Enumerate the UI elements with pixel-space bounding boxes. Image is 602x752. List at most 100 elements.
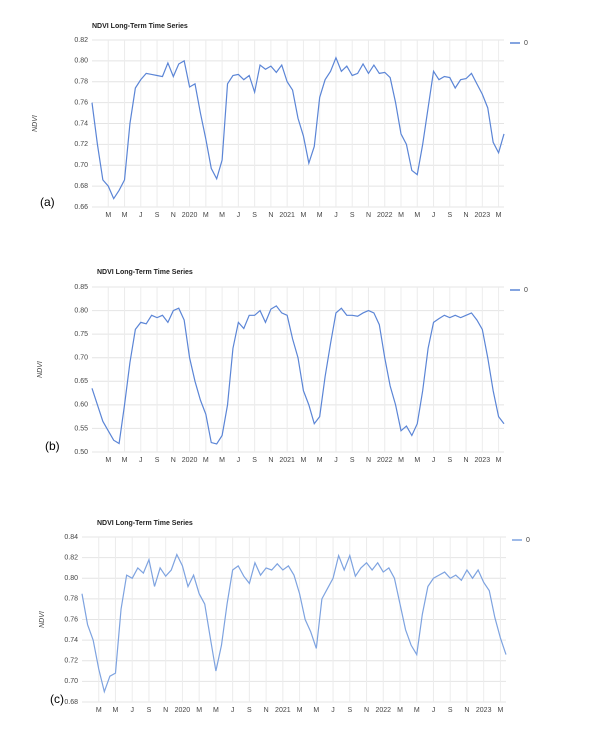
y-tick-label: 0.68 [74, 183, 88, 190]
x-tick-label: M [497, 707, 503, 714]
y-tick-label: 0.78 [74, 79, 88, 86]
x-tick-label: 2023 [476, 707, 492, 714]
x-tick-label: 2022 [377, 212, 393, 219]
x-tick-label: 2023 [475, 457, 491, 464]
x-tick-label: M [300, 457, 306, 464]
x-tick-label: M [219, 212, 225, 219]
x-tick-label: 2020 [182, 212, 198, 219]
x-tick-label: J [334, 212, 338, 219]
y-axis-label: NDVI [32, 115, 39, 132]
x-tick-label: M [496, 212, 502, 219]
y-tick-label: 0.50 [74, 449, 88, 456]
x-tick-label: M [414, 212, 420, 219]
x-tick-label: S [252, 457, 257, 464]
chart-title: NDVI Long-Term Time Series [97, 269, 193, 276]
y-axis-label: NDVI [39, 611, 46, 628]
x-tick-label: M [398, 212, 404, 219]
x-tick-label: S [447, 457, 452, 464]
x-tick-label: 2022 [377, 457, 393, 464]
x-tick-label: M [203, 212, 209, 219]
x-tick-label: 2022 [375, 707, 391, 714]
panel-label: (a) [40, 195, 55, 209]
x-tick-label: M [219, 457, 225, 464]
y-tick-label: 0.76 [64, 616, 78, 623]
x-tick-label: N [464, 212, 469, 219]
x-tick-label: M [496, 457, 502, 464]
x-tick-label: S [155, 212, 160, 219]
panel-label: (c) [50, 692, 64, 706]
y-tick-label: 0.75 [74, 331, 88, 338]
x-tick-label: S [448, 707, 453, 714]
x-tick-label: J [331, 707, 335, 714]
y-tick-label: 0.80 [74, 58, 88, 65]
y-tick-label: 0.72 [64, 658, 78, 665]
series-line [91, 56, 505, 200]
x-tick-label: 2021 [279, 212, 295, 219]
y-tick-label: 0.66 [74, 204, 88, 211]
y-tick-label: 0.74 [64, 637, 78, 644]
y-tick-label: 0.80 [74, 307, 88, 314]
x-tick-label: J [237, 457, 241, 464]
x-tick-label: M [122, 212, 128, 219]
x-tick-label: S [147, 707, 152, 714]
x-tick-label: M [113, 707, 119, 714]
x-tick-label: M [317, 212, 323, 219]
x-tick-label: M [414, 457, 420, 464]
chart-title: NDVI Long-Term Time Series [97, 520, 193, 527]
x-tick-label: N [264, 707, 269, 714]
x-tick-label: M [122, 457, 128, 464]
x-tick-label: J [130, 707, 134, 714]
y-tick-label: 0.82 [74, 37, 88, 44]
x-tick-label: M [398, 457, 404, 464]
y-tick-label: 0.65 [74, 378, 88, 385]
x-tick-label: S [155, 457, 160, 464]
y-tick-label: 0.60 [74, 402, 88, 409]
x-tick-label: M [317, 457, 323, 464]
x-tick-label: J [432, 457, 436, 464]
x-tick-label: M [96, 707, 102, 714]
y-tick-label: 0.74 [74, 120, 88, 127]
x-tick-label: M [313, 707, 319, 714]
chart-title: NDVI Long-Term Time Series [92, 23, 188, 30]
x-tick-label: 2020 [175, 707, 191, 714]
y-tick-label: 0.72 [74, 141, 88, 148]
y-tick-label: 0.68 [64, 699, 78, 706]
legend-label: 0 [526, 537, 530, 544]
x-tick-label: N [163, 707, 168, 714]
y-tick-label: 0.70 [74, 355, 88, 362]
x-tick-label: N [366, 212, 371, 219]
x-tick-label: M [105, 212, 111, 219]
x-tick-label: M [297, 707, 303, 714]
legend-label: 0 [524, 287, 528, 294]
x-tick-label: M [105, 457, 111, 464]
series-line [81, 552, 507, 694]
y-tick-label: 0.55 [74, 425, 88, 432]
x-tick-label: J [237, 212, 241, 219]
y-tick-label: 0.70 [64, 678, 78, 685]
x-tick-label: J [139, 457, 143, 464]
x-tick-label: M [203, 457, 209, 464]
x-tick-label: J [432, 212, 436, 219]
x-tick-label: N [268, 212, 273, 219]
x-tick-label: S [247, 707, 252, 714]
panel-label: (b) [45, 439, 60, 453]
x-tick-label: J [432, 707, 436, 714]
x-tick-label: N [464, 707, 469, 714]
x-tick-label: J [231, 707, 235, 714]
x-tick-label: J [334, 457, 338, 464]
y-tick-label: 0.84 [64, 534, 78, 541]
x-tick-label: 2021 [279, 457, 295, 464]
y-tick-label: 0.80 [64, 575, 78, 582]
x-tick-label: J [139, 212, 143, 219]
x-tick-label: S [347, 707, 352, 714]
legend-label: 0 [524, 40, 528, 47]
x-tick-label: M [196, 707, 202, 714]
x-tick-label: N [464, 457, 469, 464]
x-tick-label: N [268, 457, 273, 464]
x-tick-label: S [350, 457, 355, 464]
x-tick-label: S [447, 212, 452, 219]
y-tick-label: 0.76 [74, 99, 88, 106]
x-tick-label: N [171, 212, 176, 219]
